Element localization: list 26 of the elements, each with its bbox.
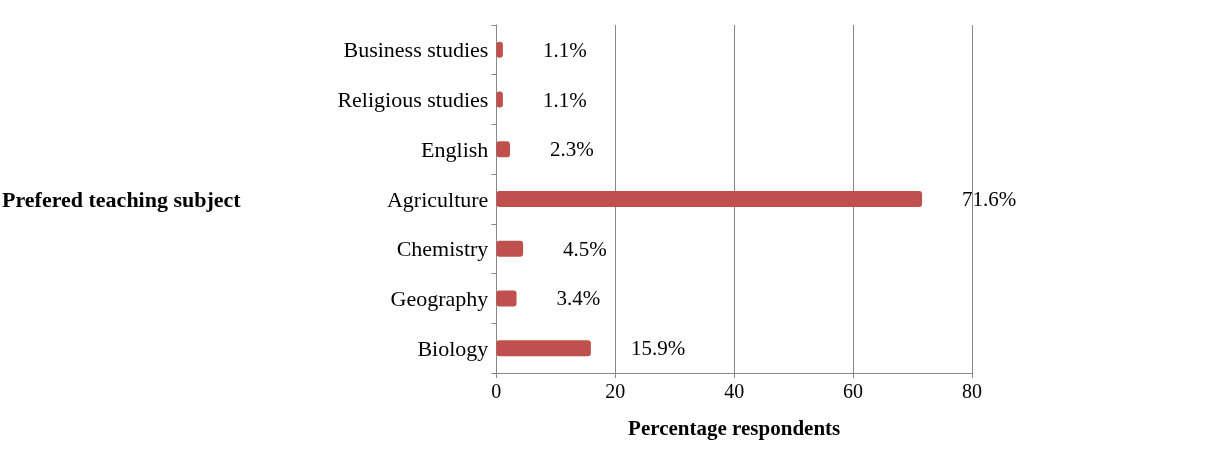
data-label: 3.4%: [556, 286, 601, 311]
data-label: 71.6%: [962, 187, 1017, 211]
bar: [496, 340, 591, 357]
y-tick-label: Chemistry: [396, 236, 489, 262]
y-tick-label: Religious studies: [337, 87, 489, 113]
bar: [496, 191, 923, 207]
data-label: 4.5%: [563, 236, 607, 261]
bar: [496, 240, 524, 257]
y-tick-label: Agriculture: [386, 186, 489, 212]
y-tick-label: Business studies: [343, 37, 489, 63]
y-tick-label: Geography: [390, 285, 489, 311]
x-axis-title: Percentage respondents: [628, 415, 841, 440]
y-axis-title: Prefered teaching subject: [2, 186, 242, 212]
x-tick-label: 40: [724, 380, 745, 402]
data-label: 1.1%: [542, 87, 587, 112]
y-tick-label: Biology: [417, 335, 489, 361]
data-label: 15.9%: [630, 336, 686, 361]
data-label: 1.1%: [542, 37, 587, 62]
bar: [496, 290, 517, 307]
data-label: 2.3%: [550, 137, 594, 162]
x-tick-label: 0: [491, 380, 502, 402]
x-tick-label: 20: [605, 380, 626, 402]
bar: [496, 141, 511, 158]
x-tick-label: 60: [843, 380, 864, 402]
x-tick-label: 80: [962, 380, 982, 402]
y-tick-label: English: [421, 136, 489, 162]
